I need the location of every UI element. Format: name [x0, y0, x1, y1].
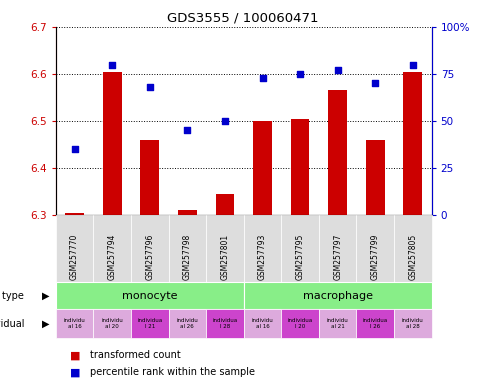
Text: individual: individual: [0, 318, 24, 329]
Point: [146, 84, 153, 90]
Point: [183, 127, 191, 134]
Bar: [215, 194, 234, 215]
Text: GSM257794: GSM257794: [107, 234, 117, 280]
Point: [108, 61, 116, 68]
Point: [371, 80, 378, 86]
Text: monocyte: monocyte: [122, 291, 177, 301]
Text: GSM257770: GSM257770: [70, 234, 79, 280]
Text: transformed count: transformed count: [90, 350, 180, 360]
Text: GSM257795: GSM257795: [295, 234, 304, 280]
Text: individu
al 28: individu al 28: [401, 318, 423, 329]
Text: individu
al 20: individu al 20: [101, 318, 123, 329]
Text: ■: ■: [70, 367, 81, 377]
Point: [408, 61, 416, 68]
Text: ▶: ▶: [42, 318, 50, 329]
Text: individu
al 16: individu al 16: [63, 318, 85, 329]
Bar: [253, 121, 272, 215]
Text: GSM257796: GSM257796: [145, 234, 154, 280]
Text: GDS3555 / 100060471: GDS3555 / 100060471: [166, 12, 318, 25]
Point: [296, 71, 303, 77]
Bar: [290, 119, 309, 215]
Bar: [365, 140, 384, 215]
Text: macrophage: macrophage: [302, 291, 372, 301]
Text: individu
al 16: individu al 16: [251, 318, 273, 329]
Bar: [328, 90, 347, 215]
Text: percentile rank within the sample: percentile rank within the sample: [90, 367, 254, 377]
Text: GSM257793: GSM257793: [257, 234, 267, 280]
Text: individua
l 20: individua l 20: [287, 318, 312, 329]
Bar: [65, 213, 84, 215]
Text: GSM257801: GSM257801: [220, 234, 229, 280]
Text: individua
l 28: individua l 28: [212, 318, 237, 329]
Bar: [140, 140, 159, 215]
Text: GSM257798: GSM257798: [182, 234, 192, 280]
Point: [258, 74, 266, 81]
Point: [333, 67, 341, 73]
Bar: [403, 71, 422, 215]
Bar: [178, 210, 197, 215]
Text: GSM257797: GSM257797: [333, 234, 342, 280]
Text: cell type: cell type: [0, 291, 24, 301]
Text: ▶: ▶: [42, 291, 50, 301]
Text: GSM257805: GSM257805: [408, 234, 417, 280]
Point: [221, 118, 228, 124]
Text: individua
l 21: individua l 21: [137, 318, 162, 329]
Point: [71, 146, 78, 152]
Text: individu
al 21: individu al 21: [326, 318, 348, 329]
Text: individu
al 26: individu al 26: [176, 318, 198, 329]
Text: individua
l 26: individua l 26: [362, 318, 387, 329]
Text: ■: ■: [70, 350, 81, 360]
Text: GSM257799: GSM257799: [370, 234, 379, 280]
Bar: [103, 71, 121, 215]
